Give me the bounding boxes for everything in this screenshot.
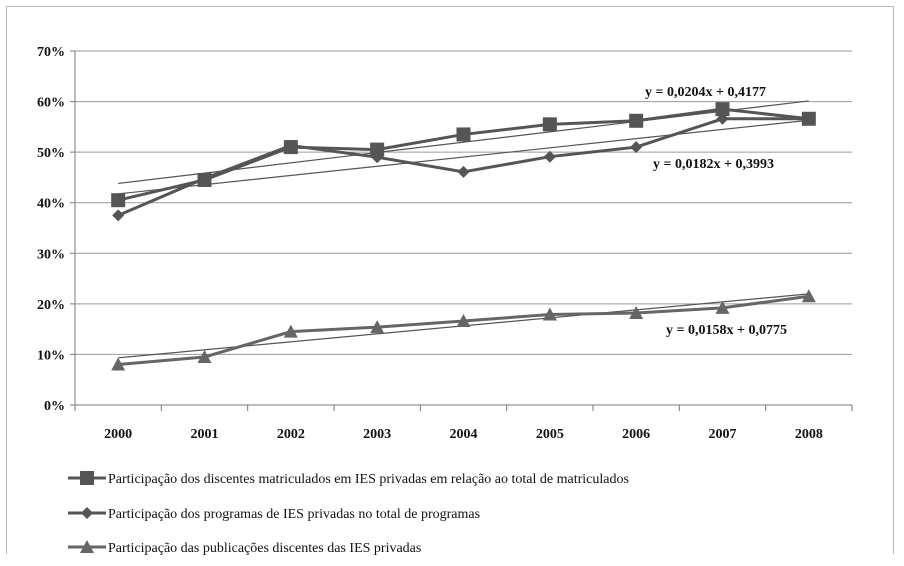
axes: 0% 10% 20% 30% 40% 50% 60% 70% 2000 2001 2002 2003 2… xyxy=(37,45,853,442)
series-group xyxy=(111,102,816,371)
data-point xyxy=(630,141,643,154)
data-point xyxy=(801,289,816,303)
data-point xyxy=(283,324,298,338)
data-point xyxy=(197,349,212,363)
gridlines xyxy=(75,50,852,355)
data-point xyxy=(456,127,471,142)
legend-marker xyxy=(80,540,94,553)
trendline-equation: y = 0,0204x + 0,4177 xyxy=(645,85,766,100)
data-point xyxy=(542,307,557,321)
legend-label: Participação dos discentes matriculados … xyxy=(108,472,629,487)
y-tick-label: 40% xyxy=(37,197,65,212)
data-point xyxy=(542,117,557,132)
data-point xyxy=(111,193,126,208)
legend-label: Participação das publicações discentes d… xyxy=(108,541,421,556)
data-point xyxy=(371,151,384,164)
data-point xyxy=(457,165,470,178)
x-tick-label: 2002 xyxy=(277,427,305,442)
data-point xyxy=(111,357,126,371)
y-tick-label: 60% xyxy=(37,96,65,111)
y-tick-label: 0% xyxy=(44,399,65,414)
trendline xyxy=(118,119,809,195)
legend-label: Participação dos programas de IES privad… xyxy=(108,507,480,522)
data-point xyxy=(629,113,644,128)
x-tick-label: 2001 xyxy=(191,427,219,442)
x-tick-label: 2004 xyxy=(450,427,478,442)
legend: Participação dos discentes matriculados … xyxy=(68,471,629,556)
x-tick-label: 2007 xyxy=(709,427,737,442)
y-tick-label: 20% xyxy=(37,298,65,313)
data-point xyxy=(112,209,125,222)
x-tick-label: 2006 xyxy=(622,427,650,442)
x-tick-label: 2000 xyxy=(104,427,132,442)
y-tick-label: 50% xyxy=(37,146,65,161)
trendline-equations: y = 0,0204x + 0,4177 y = 0,0182x + 0,3993… xyxy=(645,85,787,338)
trendline-equation: y = 0,0182x + 0,3993 xyxy=(653,157,774,172)
legend-marker xyxy=(81,507,93,519)
data-point xyxy=(716,112,729,125)
data-point xyxy=(198,172,211,185)
data-point xyxy=(802,112,815,125)
y-tick-label: 70% xyxy=(37,45,65,60)
x-tick-label: 2008 xyxy=(795,427,823,442)
data-point xyxy=(629,305,644,319)
data-point xyxy=(715,300,730,314)
data-point xyxy=(543,150,556,163)
data-point xyxy=(715,102,730,117)
trendline-equation: y = 0,0158x + 0,0775 xyxy=(666,323,787,338)
data-point xyxy=(370,142,385,157)
data-point xyxy=(370,320,385,334)
legend-marker xyxy=(80,471,94,485)
data-point xyxy=(284,139,297,152)
y-tick-label: 30% xyxy=(37,247,65,262)
x-tick-label: 2003 xyxy=(363,427,391,442)
y-tick-label: 10% xyxy=(37,348,65,363)
chart-border xyxy=(6,6,894,554)
data-point xyxy=(456,314,471,328)
x-tick-label: 2005 xyxy=(536,427,564,442)
